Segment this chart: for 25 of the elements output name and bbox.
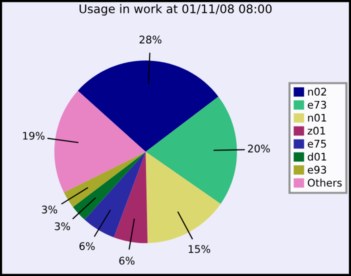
legend-label: e93 <box>308 166 326 174</box>
data-label: 3% <box>42 206 58 214</box>
legend-label: e73 <box>308 100 326 109</box>
pie-slice <box>72 152 146 220</box>
legend-label: d01 <box>308 152 326 161</box>
legend-label: n01 <box>308 114 326 122</box>
data-label: 28% <box>140 36 162 44</box>
pie-slice <box>64 152 146 207</box>
data-label: 15% <box>188 245 210 253</box>
legend-label: e75 <box>308 140 326 148</box>
pie-slice <box>146 96 237 204</box>
chart-title: Usage in work at 01/11/08 08:00 <box>80 4 272 16</box>
legend-label: z01 <box>308 126 325 135</box>
data-label: 20% <box>248 144 270 152</box>
data-label: 6% <box>79 242 95 250</box>
data-label: 6% <box>119 256 134 265</box>
data-label: 3% <box>54 222 70 230</box>
pie-slice <box>146 152 221 244</box>
data-label: 19% <box>23 132 45 140</box>
pie-slice <box>54 90 146 192</box>
pie-slice <box>84 152 146 238</box>
pie-slice <box>114 152 148 244</box>
pie-slice <box>78 60 218 152</box>
legend-label: Others <box>308 178 342 187</box>
legend-label: n02 <box>308 88 326 96</box>
